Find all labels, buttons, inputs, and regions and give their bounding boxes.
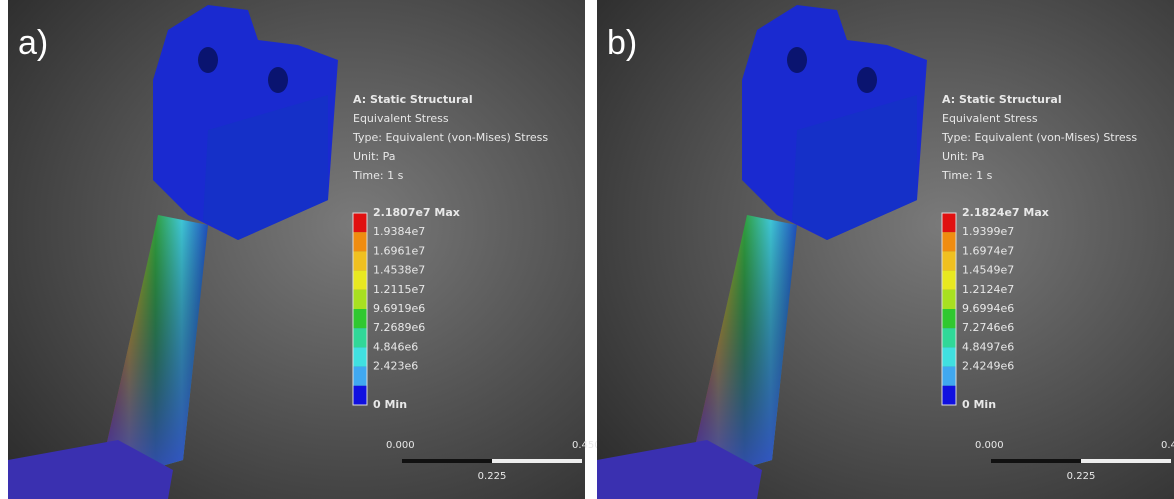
legend-label: 2.4249e6 [962,360,1014,373]
scale-label: 0.225 [478,471,507,482]
legend-label: 2.1807e7 Max [373,206,460,219]
panel-label: b) [607,24,637,62]
hole [857,67,877,93]
info-line: Unit: Pa [942,150,984,163]
hole [787,47,807,73]
panel: a) A: Static Structural Equivalent Stress T… [8,0,601,499]
figure: a) A: Static Structural Equivalent Stress T… [0,0,1174,499]
color-swatch [942,386,956,405]
info-title: A: Static Structural [353,93,473,106]
legend-label: 2.423e6 [373,360,418,373]
info-line: Time: 1 s [352,169,404,182]
legend-label: 1.4538e7 [373,264,425,277]
legend-label: 9.6919e6 [373,302,425,315]
color-swatch [942,328,956,347]
legend-label: 0 Min [373,398,407,411]
info-line: Equivalent Stress [942,112,1038,125]
scale-bar [492,459,582,463]
color-swatch [353,347,367,366]
scale-label: 0.225 [1067,471,1096,482]
color-swatch [942,290,956,309]
scale-label: 0.000 [386,440,415,451]
legend-label: 4.846e6 [373,340,418,353]
legend-label: 9.6994e6 [962,302,1014,315]
info-line: Equivalent Stress [353,112,449,125]
hole [268,67,288,93]
legend-label: 4.8497e6 [962,340,1014,353]
legend-label: 7.2689e6 [373,321,425,334]
info-title: A: Static Structural [942,93,1062,106]
color-swatch [942,271,956,290]
legend-label: 1.2124e7 [962,283,1014,296]
color-swatch [353,271,367,290]
legend-label: 1.9399e7 [962,225,1014,238]
scale-label: 0.000 [975,440,1004,451]
color-swatch [942,251,956,270]
legend-label: 1.6974e7 [962,244,1014,257]
color-swatch [353,386,367,405]
color-swatch [942,309,956,328]
color-swatch [942,347,956,366]
color-swatch [353,213,367,232]
legend-label: 1.6961e7 [373,244,425,257]
legend-label: 1.4549e7 [962,264,1014,277]
legend-label: 7.2746e6 [962,321,1014,334]
info-line: Type: Equivalent (von-Mises) Stress [352,131,548,144]
color-swatch [353,328,367,347]
panel-label: a) [18,24,48,62]
legend-label: 0 Min [962,398,996,411]
legend-label: 1.2115e7 [373,283,425,296]
info-line: Time: 1 s [941,169,993,182]
info-line: Type: Equivalent (von-Mises) Stress [941,131,1137,144]
panel: b) A: Static Structural Equivalent Stress T… [597,0,1174,499]
color-swatch [353,367,367,386]
legend-label: 1.9384e7 [373,225,425,238]
hole [198,47,218,73]
scale-label: 0.450 [572,440,601,451]
scale-bar [1081,459,1171,463]
color-swatch [353,232,367,251]
color-swatch [942,367,956,386]
color-swatch [942,232,956,251]
scale-bar [402,459,492,463]
color-swatch [353,309,367,328]
color-swatch [942,213,956,232]
color-swatch [353,251,367,270]
scale-label: 0.450 [1161,440,1174,451]
color-swatch [353,290,367,309]
legend-label: 2.1824e7 Max [962,206,1049,219]
info-line: Unit: Pa [353,150,395,163]
scale-bar [991,459,1081,463]
